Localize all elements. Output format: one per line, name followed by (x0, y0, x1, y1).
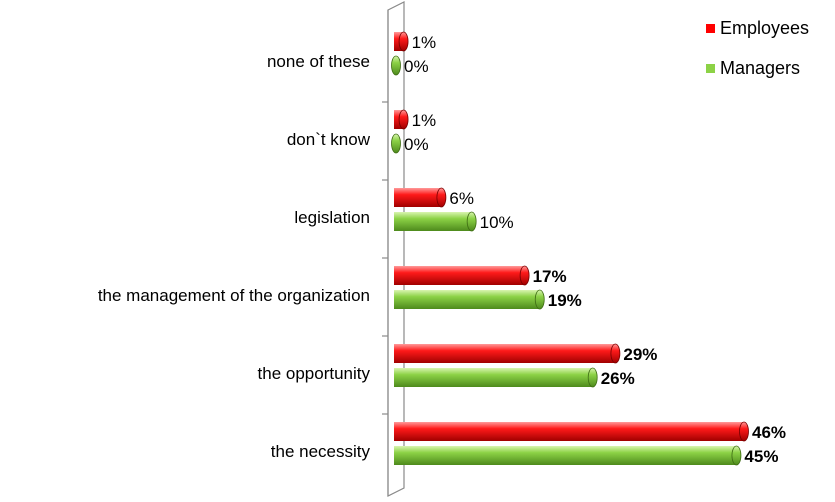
bar-cap-managers (391, 55, 401, 76)
bar-cap-employees (398, 31, 409, 52)
legend: Employees Managers (706, 18, 809, 98)
bar-cap-managers (466, 211, 477, 232)
legend-label-managers: Managers (720, 57, 801, 78)
bar-cap-employees (436, 187, 447, 208)
category-label: the opportunity (258, 364, 371, 383)
legend-item-employees: Employees (706, 18, 809, 38)
category-label: the management of the organization (98, 286, 370, 305)
category-label: none of these (267, 52, 370, 71)
data-label-employees: 46% (752, 423, 786, 442)
data-label-managers: 26% (601, 369, 635, 388)
data-label-managers: 10% (480, 213, 514, 232)
bar-employees (394, 422, 744, 441)
legend-swatch-employees (706, 23, 715, 33)
category-label: don`t know (287, 130, 371, 149)
category-label: the necessity (271, 442, 371, 461)
axis-wall (382, 1, 405, 497)
data-label-managers: 19% (548, 291, 582, 310)
bar-cap-employees (519, 265, 530, 286)
bar-managers (394, 290, 540, 309)
bar-employees (394, 188, 442, 207)
labels: none of these 1% 0% don`t know 1% 0% legislati… (98, 33, 786, 466)
bar-cap-employees (610, 343, 621, 364)
bar-cap-employees (398, 109, 409, 130)
bar-cap-managers (391, 133, 401, 154)
data-label-managers: 0% (404, 135, 429, 154)
data-label-employees: 1% (412, 33, 437, 52)
data-label-employees: 29% (623, 345, 657, 364)
bar-cap-managers (731, 445, 742, 466)
data-label-managers: 45% (744, 447, 778, 466)
data-label-managers: 0% (404, 57, 429, 76)
bar-managers (394, 446, 737, 465)
legend-swatch-managers (706, 63, 715, 73)
bar-employees (394, 266, 525, 285)
legend-label-employees: Employees (720, 17, 810, 38)
bar-cap-managers (534, 289, 545, 310)
bar-managers (394, 212, 472, 231)
axis-wall-panel (387, 1, 405, 497)
bar-cap-employees (739, 421, 749, 442)
legend-item-managers: Managers (706, 58, 809, 78)
data-label-employees: 17% (533, 267, 567, 286)
bars (391, 31, 749, 466)
bar-managers (394, 368, 593, 387)
bar-cap-managers (587, 367, 598, 388)
data-label-employees: 1% (412, 111, 437, 130)
bar-employees (394, 344, 616, 363)
data-label-employees: 6% (449, 189, 474, 208)
category-label: legislation (294, 208, 370, 227)
